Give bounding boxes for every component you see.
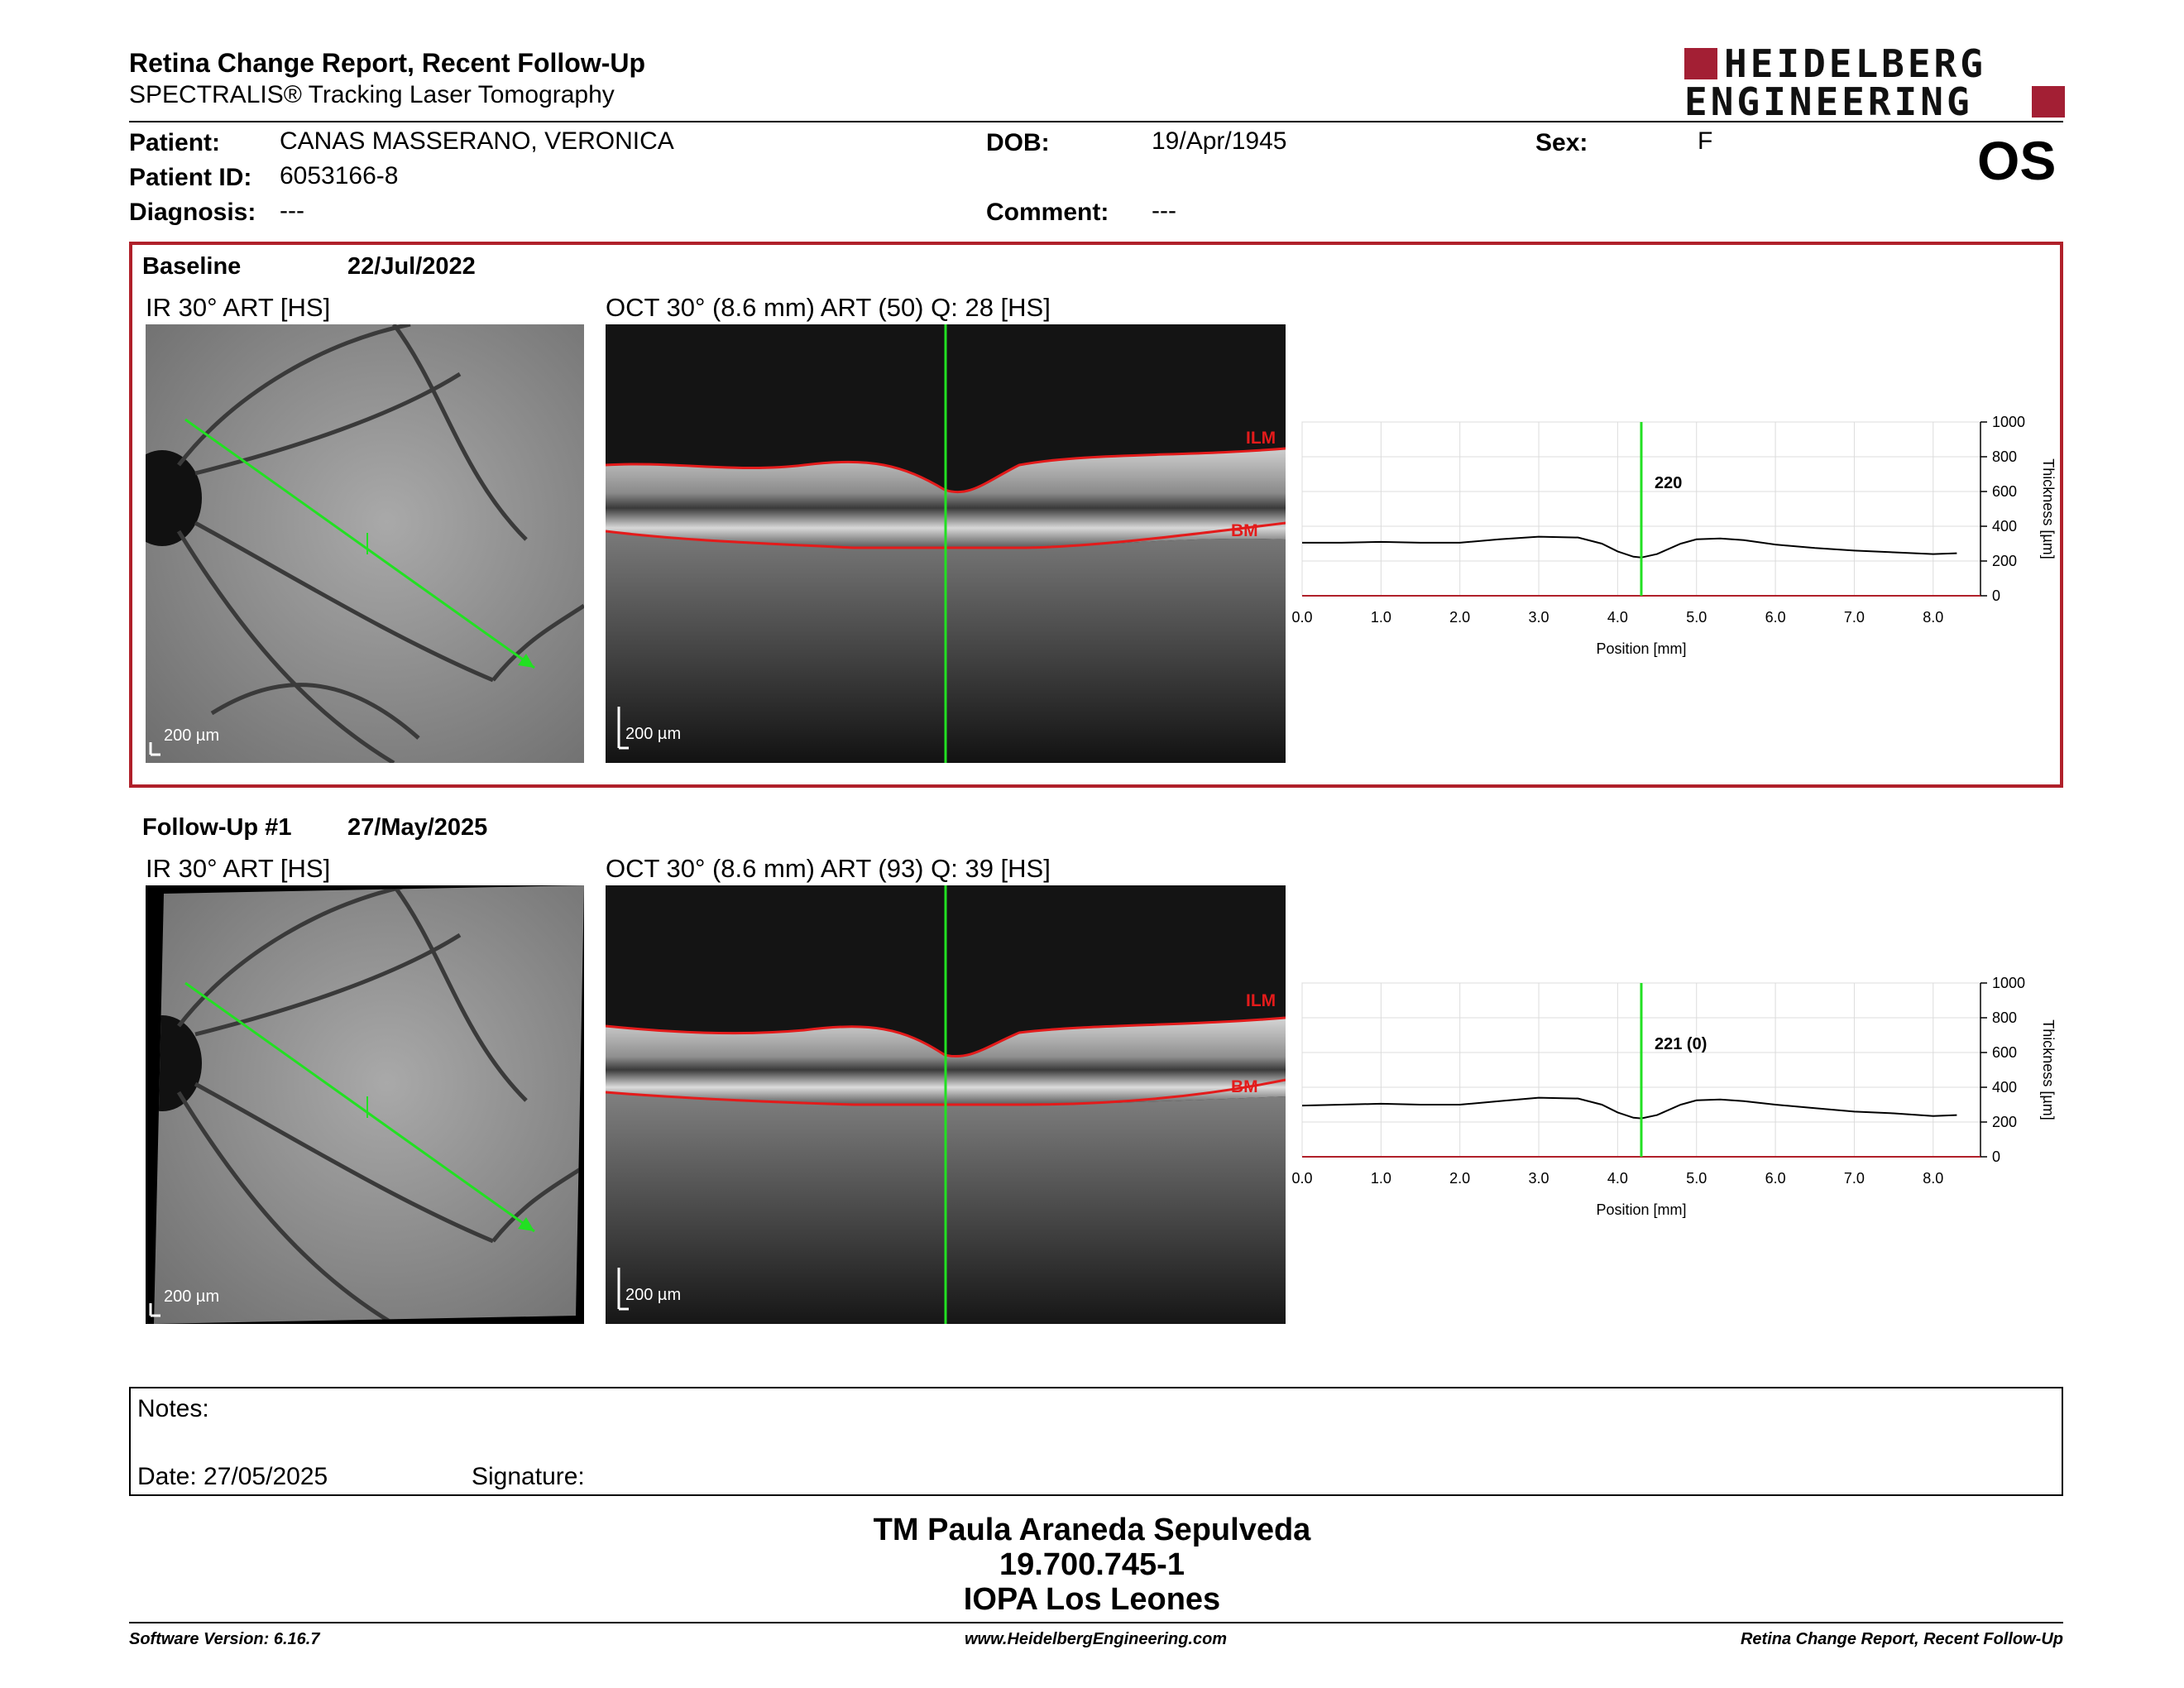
baseline-thickness-chart: 0.0 1.0 2.0 3.0 4.0 5.0 6.0 7.0 8.0 0 200 400 600 800… — [1291, 414, 2057, 657]
patient-id: 6053166-8 — [280, 162, 399, 189]
baseline-ilm-label: ILM — [1246, 429, 1276, 448]
x-tick-label: 6.0 — [1765, 609, 1786, 626]
y-tick-label: 400 — [1992, 518, 2017, 535]
x-tick-label: 2.0 — [1449, 609, 1470, 626]
y-tick-label: 1000 — [1992, 414, 2025, 430]
patient-name: CANAS MASSERANO, VERONICA — [280, 127, 674, 155]
y-tick-label: 0 — [1992, 1149, 2000, 1165]
signature-name: TM Paula Araneda Sepulveda — [873, 1513, 1311, 1547]
logo-square-top — [1684, 48, 1717, 79]
header-rule — [129, 121, 2063, 122]
followup-oct-svg — [606, 885, 1286, 1324]
baseline-oct-image: ILM BM 200 µm — [606, 324, 1286, 763]
dob-label: DOB: — [986, 129, 1050, 156]
followup-oct-image: ILM BM 200 µm — [606, 885, 1286, 1324]
sex-value: F — [1698, 127, 1713, 155]
followup-date: 27/May/2025 — [347, 814, 488, 841]
baseline-oct-scale: 200 µm — [625, 725, 682, 743]
diagnosis-label: Diagnosis: — [129, 199, 256, 226]
baseline-date: 22/Jul/2022 — [347, 253, 476, 280]
footer-rule — [129, 1622, 2063, 1623]
x-tick-label: 7.0 — [1844, 609, 1865, 626]
followup-thickness-chart: 0.0 1.0 2.0 3.0 4.0 5.0 6.0 7.0 8.0 0 200 400 600 800… — [1291, 975, 2057, 1218]
y-tick-label: 200 — [1992, 553, 2017, 569]
y-axis-label: Thickness [µm] — [2040, 458, 2057, 559]
footer-report-name: Retina Change Report, Recent Follow-Up — [1740, 1630, 2063, 1648]
x-tick-label: 0.0 — [1291, 609, 1312, 626]
x-tick-label: 0.0 — [1291, 1170, 1312, 1187]
notes-label: Notes: — [137, 1395, 209, 1422]
signature-id: 19.700.745-1 — [999, 1547, 1185, 1582]
baseline-bm-label: BM — [1231, 521, 1258, 540]
logo-line1: HEIDELBERG — [1724, 41, 1986, 86]
baseline-oct-svg — [606, 324, 1286, 763]
followup-label: Follow-Up #1 — [142, 814, 292, 841]
y-tick-label: 600 — [1992, 483, 2017, 500]
optic-disc — [146, 450, 202, 546]
baseline-ir-scale: 200 µm — [164, 727, 220, 745]
sex-label: Sex: — [1535, 129, 1588, 156]
x-tick-label: 8.0 — [1923, 1170, 1943, 1187]
x-axis-label: Position [mm] — [1596, 640, 1686, 657]
logo-square-bottom — [2032, 86, 2065, 117]
patient-id-label: Patient ID: — [129, 164, 252, 191]
x-tick-label: 1.0 — [1371, 1170, 1391, 1187]
y-tick-label: 0 — [1992, 587, 2000, 604]
software-version: Software Version: 6.16.7 — [129, 1630, 320, 1648]
y-tick-label: 600 — [1992, 1044, 2017, 1061]
y-tick-label: 400 — [1992, 1079, 2017, 1096]
y-tick-label: 800 — [1992, 1009, 2017, 1026]
patient-label: Patient: — [129, 129, 221, 156]
followup-ir-image: 200 µm — [146, 885, 584, 1324]
x-tick-label: 2.0 — [1449, 1170, 1470, 1187]
notes-date: Date: 27/05/2025 — [137, 1463, 328, 1490]
footer-website[interactable]: www.HeidelbergEngineering.com — [965, 1630, 1228, 1648]
logo-line2: ENGINEERING — [1684, 79, 1973, 124]
x-tick-label: 5.0 — [1686, 1170, 1707, 1187]
x-tick-label: 4.0 — [1607, 1170, 1628, 1187]
x-tick-label: 6.0 — [1765, 1170, 1786, 1187]
signature-org: IOPA Los Leones — [963, 1582, 1221, 1617]
x-tick-label: 7.0 — [1844, 1170, 1865, 1187]
y-tick-label: 800 — [1992, 448, 2017, 465]
followup-ilm-label: ILM — [1246, 991, 1276, 1010]
x-tick-label: 4.0 — [1607, 609, 1628, 626]
cursor-readout: 221 (0) — [1655, 1035, 1707, 1053]
heidelberg-logo: HEIDELBERG ENGINEERING — [1684, 45, 2065, 121]
report-title: Retina Change Report, Recent Follow-Up — [129, 48, 646, 78]
baseline-ir-title: IR 30° ART [HS] — [146, 293, 331, 322]
followup-ir-title: IR 30° ART [HS] — [146, 854, 331, 883]
followup-oct-title: OCT 30° (8.6 mm) ART (93) Q: 39 [HS] — [606, 854, 1051, 883]
eye-indicator: OS — [1977, 130, 2057, 191]
dob-value: 19/Apr/1945 — [1152, 127, 1287, 155]
comment-label: Comment: — [986, 199, 1109, 226]
x-axis-label: Position [mm] — [1596, 1201, 1686, 1218]
baseline-oct-title: OCT 30° (8.6 mm) ART (50) Q: 28 [HS] — [606, 293, 1051, 322]
diagnosis-value: --- — [280, 197, 304, 224]
baseline-fundus-svg — [146, 324, 584, 763]
followup-oct-scale: 200 µm — [625, 1286, 682, 1304]
x-tick-label: 3.0 — [1529, 609, 1549, 626]
notes-box: Notes: Date: 27/05/2025 Signature: — [129, 1387, 2063, 1496]
y-tick-label: 200 — [1992, 1114, 2017, 1130]
x-tick-label: 5.0 — [1686, 609, 1707, 626]
y-tick-label: 1000 — [1992, 975, 2025, 991]
followup-fundus-svg — [149, 885, 584, 1324]
x-tick-label: 8.0 — [1923, 609, 1943, 626]
followup-bm-label: BM — [1231, 1077, 1258, 1096]
comment-value: --- — [1152, 197, 1176, 224]
baseline-section — [129, 242, 2063, 788]
baseline-label: Baseline — [142, 253, 242, 280]
signature-label: Signature: — [472, 1463, 585, 1490]
y-axis-label: Thickness [µm] — [2040, 1019, 2057, 1120]
x-tick-label: 3.0 — [1529, 1170, 1549, 1187]
followup-ir-scale: 200 µm — [164, 1288, 220, 1306]
cursor-readout: 220 — [1655, 474, 1682, 492]
baseline-ir-image: 200 µm — [146, 324, 584, 763]
x-tick-label: 1.0 — [1371, 609, 1391, 626]
report-subtitle: SPECTRALIS® Tracking Laser Tomography — [129, 81, 615, 108]
